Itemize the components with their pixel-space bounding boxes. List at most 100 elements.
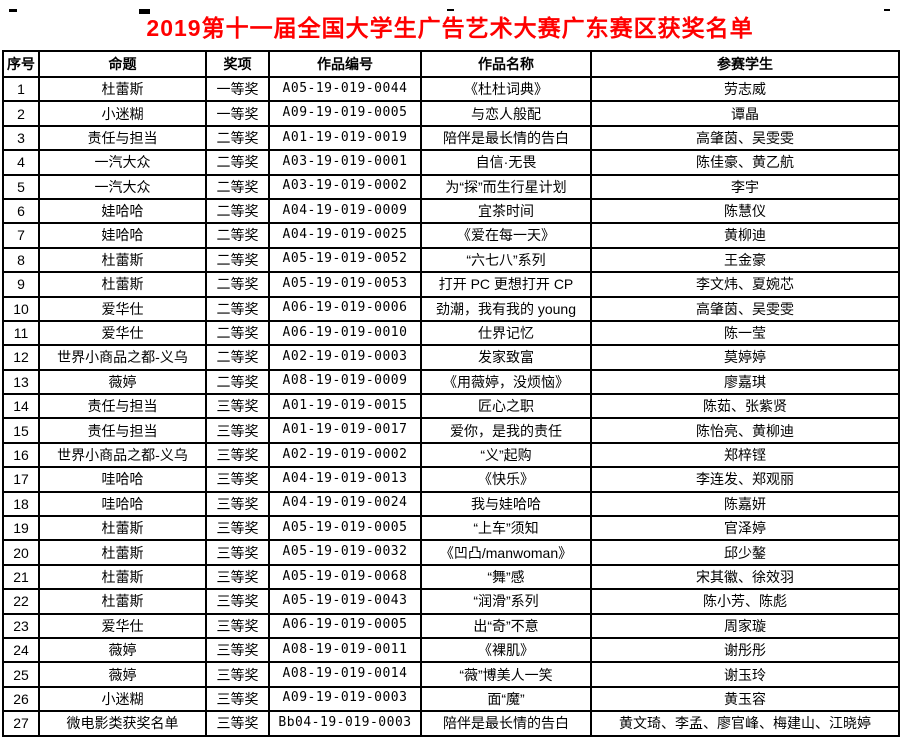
cell-topic: 薇婷 — [38, 368, 207, 396]
table-row: 13 薇婷 二等奖 A08-19-019-0009 《用薇婷，没烦恼》 廖嘉琪 — [2, 368, 900, 396]
cell-topic: 薇婷 — [38, 661, 207, 688]
cell-students: 周家璇 — [590, 612, 900, 640]
cell-work-title: 陪伴是最长情的告白 — [420, 124, 592, 152]
cell-students: 李宇 — [590, 173, 900, 200]
cell-topic: 杜蕾斯 — [38, 588, 207, 615]
cell-work-title: 《凹凸/manwoman》 — [420, 539, 592, 566]
cell-topic: 杜蕾斯 — [38, 75, 207, 103]
cell-award: 二等奖 — [205, 319, 270, 347]
cell-topic: 爱华仕 — [38, 295, 207, 322]
cell-award: 二等奖 — [205, 149, 270, 176]
cell-work-title: 《杜杜词典》 — [420, 75, 592, 103]
cell-index: 26 — [2, 685, 40, 713]
cell-award: 二等奖 — [205, 295, 270, 322]
header-row: 序号 命题 奖项 作品编号 作品名称 参赛学生 — [2, 50, 900, 78]
table-body: 1 杜蕾斯 一等奖 A05-19-019-0044 《杜杜词典》 劳志威 2 小迷糊 一等奖 A0… — [2, 75, 900, 737]
cell-work-title: 自信·无畏 — [420, 149, 592, 176]
cell-index: 8 — [2, 246, 40, 274]
cell-work-title: 宜茶时间 — [420, 197, 592, 225]
cell-code: A08-19-019-0009 — [268, 368, 422, 396]
page-title: 2019第十一届全国大学生广告艺术大赛广东赛区获奖名单 — [146, 15, 754, 41]
cell-students: 谭晶 — [590, 100, 900, 127]
scan-artifact — [884, 9, 890, 11]
cell-topic: 杜蕾斯 — [38, 563, 207, 591]
cell-index: 6 — [2, 197, 40, 225]
cell-index: 13 — [2, 368, 40, 396]
cell-award: 三等奖 — [205, 661, 270, 688]
cell-topic: 哇哈哈 — [38, 490, 207, 518]
cell-work-title: 《快乐》 — [420, 466, 592, 493]
cell-award: 二等奖 — [205, 124, 270, 152]
cell-topic: 责任与担当 — [38, 124, 207, 152]
cell-work-title: 《裸肌》 — [420, 636, 592, 664]
cell-students: 宋其徽、徐效羽 — [590, 563, 900, 591]
cell-code: A05-19-019-0005 — [268, 515, 422, 542]
table-row: 6 娃哈哈 二等奖 A04-19-019-0009 宜茶时间 陈慧仪 — [2, 197, 900, 225]
cell-index: 18 — [2, 490, 40, 518]
cell-topic: 小迷糊 — [38, 100, 207, 127]
cell-topic: 爱华仕 — [38, 319, 207, 347]
cell-code: A04-19-019-0009 — [268, 197, 422, 225]
scan-artifact — [447, 9, 454, 11]
cell-award: 二等奖 — [205, 344, 270, 371]
cell-index: 22 — [2, 588, 40, 615]
cell-code: A06-19-019-0010 — [268, 319, 422, 347]
cell-work-title: 劲潮，我有我的 young — [420, 295, 592, 322]
cell-index: 11 — [2, 319, 40, 347]
table-row: 22 杜蕾斯 三等奖 A05-19-019-0043 “润滑”系列 陈小芳、陈彪 — [2, 588, 900, 615]
cell-award: 二等奖 — [205, 246, 270, 274]
cell-award: 二等奖 — [205, 197, 270, 225]
cell-students: 陈小芳、陈彪 — [590, 588, 900, 615]
cell-topic: 杜蕾斯 — [38, 515, 207, 542]
cell-index: 7 — [2, 222, 40, 249]
cell-index: 14 — [2, 393, 40, 420]
cell-students: 陈佳豪、黄乙航 — [590, 149, 900, 176]
cell-index: 4 — [2, 149, 40, 176]
cell-work-title: “舞”感 — [420, 563, 592, 591]
cell-topic: 娃哈哈 — [38, 222, 207, 249]
cell-students: 黄柳迪 — [590, 222, 900, 249]
cell-students: 陈怡亮、黄柳迪 — [590, 417, 900, 444]
cell-award: 二等奖 — [205, 368, 270, 396]
cell-students: 谢彤彤 — [590, 636, 900, 664]
cell-topic: 责任与担当 — [38, 417, 207, 444]
table-row: 8 杜蕾斯 二等奖 A05-19-019-0052 “六七八”系列 王金豪 — [2, 246, 900, 274]
cell-work-title: “六七八”系列 — [420, 246, 592, 274]
cell-code: A04-19-019-0013 — [268, 466, 422, 493]
table-row: 21 杜蕾斯 三等奖 A05-19-019-0068 “舞”感 宋其徽、徐效羽 — [2, 563, 900, 591]
cell-code: A09-19-019-0005 — [268, 100, 422, 127]
cell-students: 李连发、郑观丽 — [590, 466, 900, 493]
cell-students: 王金豪 — [590, 246, 900, 274]
cell-code: A06-19-019-0005 — [268, 612, 422, 640]
cell-index: 16 — [2, 441, 40, 469]
cell-award: 二等奖 — [205, 222, 270, 249]
cell-students: 黄文琦、李孟、廖官峰、梅建山、江晓婷 — [590, 710, 900, 737]
cell-award: 三等奖 — [205, 417, 270, 444]
cell-code: A02-19-019-0002 — [268, 441, 422, 469]
cell-work-title: 《爱在每一天》 — [420, 222, 592, 249]
cell-index: 27 — [2, 710, 40, 737]
cell-award: 一等奖 — [205, 75, 270, 103]
cell-work-title: 与恋人般配 — [420, 100, 592, 127]
cell-code: A08-19-019-0014 — [268, 661, 422, 688]
cell-topic: 杜蕾斯 — [38, 539, 207, 566]
header-index: 序号 — [2, 50, 40, 78]
cell-code: A02-19-019-0003 — [268, 344, 422, 371]
table-row: 18 哇哈哈 三等奖 A04-19-019-0024 我与娃哈哈 陈嘉妍 — [2, 490, 900, 518]
cell-work-title: 打开 PC 更想打开 CP — [420, 271, 592, 298]
cell-index: 23 — [2, 612, 40, 640]
cell-award: 三等奖 — [205, 441, 270, 469]
table-row: 1 杜蕾斯 一等奖 A05-19-019-0044 《杜杜词典》 劳志威 — [2, 75, 900, 103]
cell-code: A05-19-019-0032 — [268, 539, 422, 566]
header-award: 奖项 — [205, 50, 270, 78]
cell-students: 劳志威 — [590, 75, 900, 103]
cell-work-title: 爱你，是我的责任 — [420, 417, 592, 444]
cell-award: 三等奖 — [205, 636, 270, 664]
cell-award: 三等奖 — [205, 588, 270, 615]
cell-index: 24 — [2, 636, 40, 664]
cell-students: 郑梓铿 — [590, 441, 900, 469]
cell-topic: 责任与担当 — [38, 393, 207, 420]
cell-topic: 杜蕾斯 — [38, 271, 207, 298]
cell-work-title: 匠心之职 — [420, 393, 592, 420]
award-table: 序号 命题 奖项 作品编号 作品名称 参赛学生 1 杜蕾斯 一等奖 A05-19-01… — [2, 50, 900, 737]
